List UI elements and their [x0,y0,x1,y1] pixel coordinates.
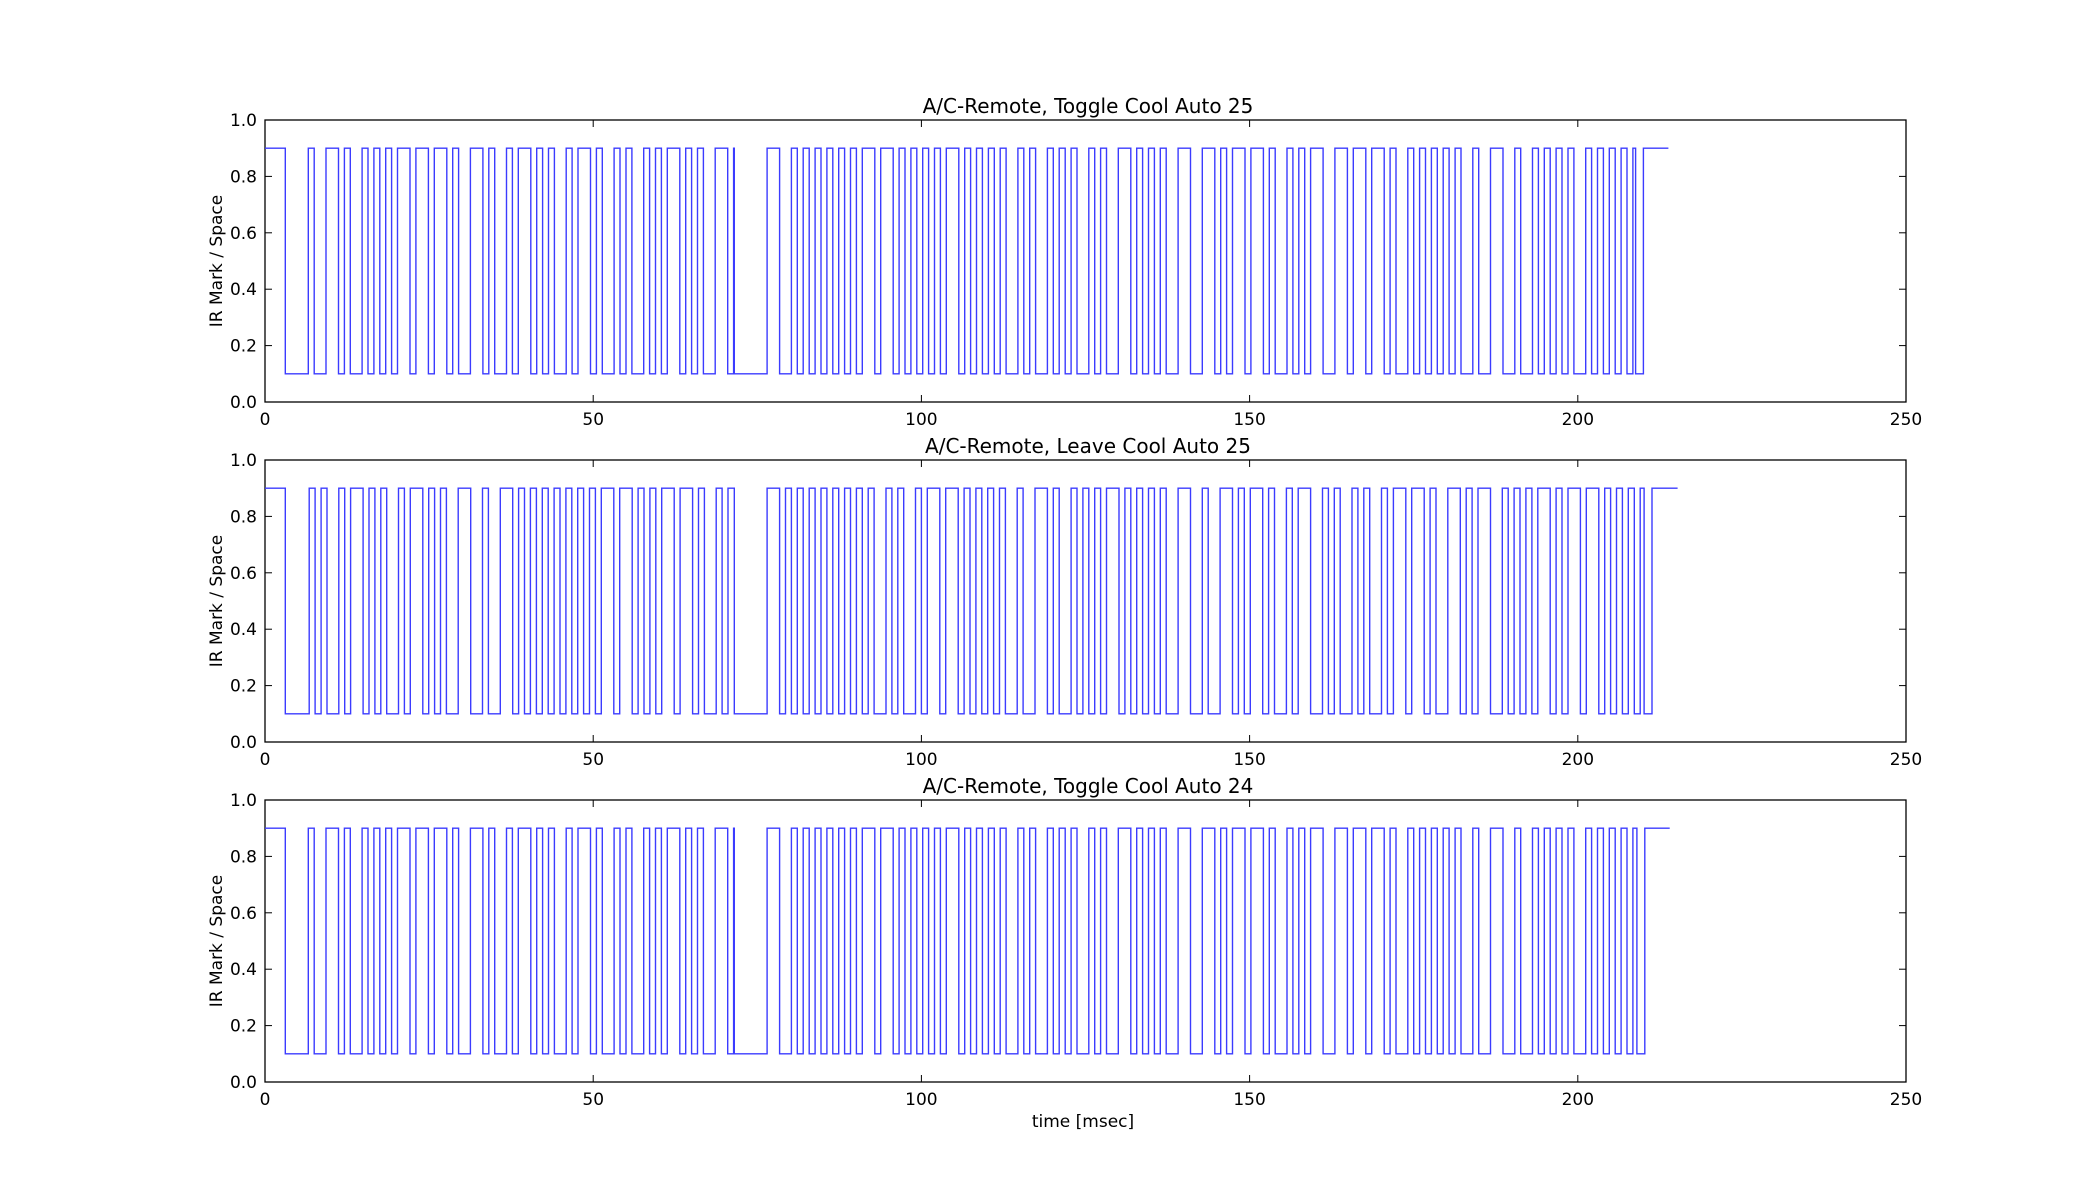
x-tick-label: 250 [1890,410,1922,430]
panel-2-ylabel: IR Mark / Space [207,535,227,668]
y-tick-label: 0.4 [230,960,257,980]
panel-1-plot-area [264,119,1907,403]
x-tick-label: 250 [1890,1090,1922,1110]
panel-1: A/C-Remote, Toggle Cool Auto 25 0 50 100 15… [207,94,1922,430]
panel-2-plot-area [264,459,1907,743]
panel-1-ylabel: IR Mark / Space [207,195,227,328]
y-tick-label: 0.0 [230,393,257,413]
y-tick-label: 0.4 [230,620,257,640]
x-tick-label: 50 [582,1090,604,1110]
y-tick-label: 0.8 [230,167,257,187]
panel-3-ylabel: IR Mark / Space [207,875,227,1008]
panel-3: A/C-Remote, Toggle Cool Auto 24 0 50 100 15… [207,774,1922,1110]
x-tick-label: 200 [1562,750,1594,770]
y-tick-label: 0.6 [230,904,257,924]
panel-3-plot-area [264,799,1907,1083]
panel-2-ticks: 0 50 100 150 200 250 0.0 0.2 0.4 0.6 0.8 1.0 [230,451,1922,770]
y-tick-label: 0.6 [230,564,257,584]
x-tick-label: 100 [905,750,937,770]
y-tick-label: 0.0 [230,733,257,753]
y-tick-label: 0.6 [230,224,257,244]
x-tick-label: 200 [1562,1090,1594,1110]
panel-1-title: A/C-Remote, Toggle Cool Auto 25 [923,94,1254,118]
y-tick-label: 1.0 [230,451,257,471]
x-tick-label: 50 [582,750,604,770]
panel-2-title: A/C-Remote, Leave Cool Auto 25 [925,434,1251,458]
x-tick-label: 0 [260,410,271,430]
panel-2: A/C-Remote, Leave Cool Auto 25 0 50 100 150… [207,434,1922,770]
y-tick-label: 0.2 [230,337,257,357]
y-tick-label: 0.0 [230,1073,257,1093]
x-tick-label: 0 [260,750,271,770]
panel-3-signal-line [265,827,1670,1055]
y-tick-label: 0.2 [230,677,257,697]
x-tick-label: 100 [905,410,937,430]
panel-1-signal-line [265,147,1669,375]
x-tick-label: 100 [905,1090,937,1110]
y-tick-label: 1.0 [230,111,257,131]
x-tick-label: 150 [1233,410,1265,430]
x-tick-label: 150 [1233,1090,1265,1110]
panel-2-signal-line [265,487,1678,715]
panel-1-ticks: 0 50 100 150 200 250 0.0 0.2 0.4 0.6 0.8 1.0 [230,111,1922,430]
y-tick-label: 0.4 [230,280,257,300]
x-tick-label: 250 [1890,750,1922,770]
x-tick-label: 50 [582,410,604,430]
x-tick-label: 150 [1233,750,1265,770]
panel-3-title: A/C-Remote, Toggle Cool Auto 24 [923,774,1254,798]
x-axis-label: time [msec] [1032,1112,1134,1132]
x-tick-label: 200 [1562,410,1594,430]
x-tick-label: 0 [260,1090,271,1110]
y-tick-label: 0.8 [230,507,257,527]
panel-3-ticks: 0 50 100 150 200 250 0.0 0.2 0.4 0.6 0.8 1.0 [230,791,1922,1110]
y-tick-label: 1.0 [230,791,257,811]
y-tick-label: 0.2 [230,1017,257,1037]
y-tick-label: 0.8 [230,847,257,867]
